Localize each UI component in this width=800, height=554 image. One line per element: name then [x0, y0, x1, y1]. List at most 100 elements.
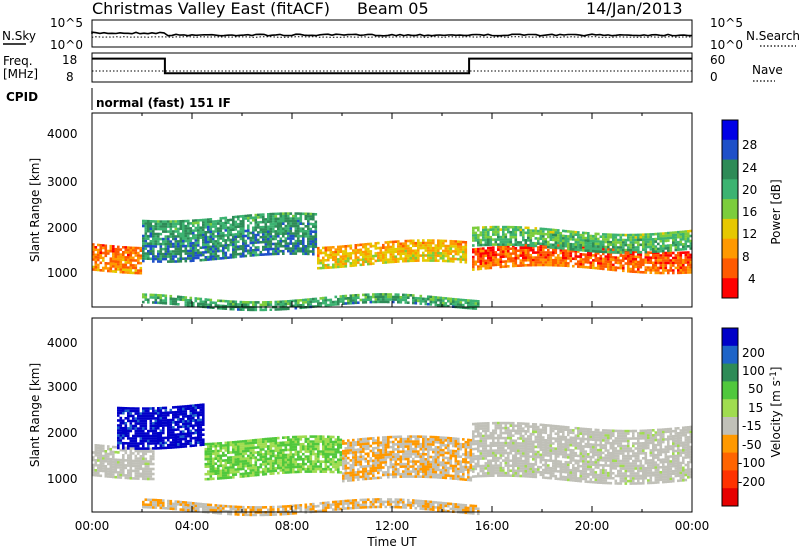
heatmap-cell: [274, 245, 278, 248]
heatmap-cell: [667, 236, 670, 240]
heatmap-cell: [547, 263, 550, 267]
heatmap-cell: [332, 256, 335, 259]
heatmap-cell: [312, 435, 315, 438]
heatmap-cell: [99, 457, 103, 460]
heatmap-cell: [157, 414, 160, 418]
heatmap-cell: [167, 252, 170, 256]
heatmap-cell: [382, 298, 385, 301]
heatmap-cell: [299, 234, 303, 238]
heatmap-cell: [604, 248, 608, 251]
heatmap-cell: [432, 246, 435, 250]
heatmap-cell: [254, 446, 258, 449]
heatmap-cell: [267, 452, 270, 456]
heatmap-cell: [127, 459, 130, 462]
heatmap-cell: [387, 245, 390, 249]
heatmap-cell: [269, 464, 273, 468]
heatmap-cell: [357, 261, 360, 264]
heatmap-cell: [144, 247, 148, 250]
heatmap-cell: [307, 457, 310, 461]
heatmap-cell: [267, 225, 270, 229]
heatmap-cell: [184, 301, 188, 304]
heatmap-cell: [589, 249, 593, 253]
heatmap-cell: [564, 254, 568, 257]
heatmap-cell: [572, 233, 575, 236]
heatmap-cell: [124, 466, 128, 470]
heatmap-cell: [227, 302, 230, 306]
heatmap-cell: [249, 308, 253, 312]
heatmap-cell: [654, 271, 658, 275]
heatmap-cell: [177, 443, 180, 446]
heatmap-cell: [342, 297, 345, 300]
heatmap-cell: [122, 459, 125, 462]
heatmap-cell: [99, 459, 103, 463]
heatmap-cell: [437, 251, 440, 255]
heatmap-cell: [604, 260, 608, 263]
heatmap-cell: [654, 250, 658, 253]
heatmap-cell: [572, 238, 575, 241]
heatmap-cell: [202, 428, 205, 431]
heatmap-cell: [622, 243, 625, 247]
heatmap-cell: [119, 424, 123, 427]
heatmap-cell: [117, 476, 120, 479]
heatmap-cell: [319, 452, 323, 456]
heatmap-cell: [372, 439, 375, 443]
heatmap-cell: [154, 419, 158, 423]
heatmap-cell: [544, 263, 548, 267]
heatmap-cell: [227, 466, 230, 469]
heatmap-cell: [364, 460, 368, 463]
heatmap-cell: [189, 227, 193, 230]
heatmap-cell: [142, 442, 145, 445]
heatmap-cell: [169, 240, 173, 243]
heatmap-cell: [124, 464, 128, 467]
heatmap-cell: [634, 260, 638, 264]
heatmap-cell: [272, 469, 275, 473]
heatmap-cell: [352, 264, 355, 267]
heatmap-cell: [272, 439, 275, 443]
heatmap-cell: [302, 435, 305, 438]
heatmap-cell: [532, 241, 535, 245]
heatmap-cell: [607, 233, 610, 236]
heatmap-cell: [419, 297, 423, 300]
heatmap-cell: [182, 249, 185, 253]
heatmap-cell: [262, 463, 265, 466]
heatmap-cell: [217, 304, 220, 307]
heatmap-cell: [652, 240, 655, 244]
heatmap-cell: [314, 223, 318, 226]
heatmap-cell: [204, 450, 208, 453]
heatmap-cell: [294, 234, 298, 238]
heatmap-cell: [499, 250, 503, 254]
heatmap-cell: [649, 243, 653, 246]
heatmap-cell: [332, 453, 335, 456]
heatmap-cell: [674, 241, 678, 244]
heatmap-cell: [122, 258, 125, 262]
heatmap-cell: [94, 454, 98, 457]
heatmap-cell: [174, 435, 178, 439]
heatmap-cell: [329, 246, 333, 249]
heatmap-cell: [207, 250, 210, 254]
heatmap-cell: [287, 458, 290, 462]
heatmap-cell: [339, 295, 343, 298]
heatmap-cell: [274, 222, 278, 226]
heatmap-cell: [557, 241, 560, 245]
heatmap-cell: [124, 442, 128, 445]
heatmap-cell: [154, 237, 158, 241]
heatmap-cell: [354, 301, 358, 305]
heatmap-cell: [512, 259, 515, 263]
heatmap-cell: [252, 236, 255, 240]
heatmap-cell: [132, 464, 135, 468]
heatmap-cell: [649, 245, 653, 249]
heatmap-cell: [294, 214, 298, 218]
heatmap-cell: [554, 233, 558, 237]
heatmap-cell: [287, 242, 290, 245]
heatmap-cell: [339, 260, 343, 263]
heatmap-cell: [514, 241, 518, 244]
heatmap-cell: [589, 263, 593, 267]
heatmap-cell: [197, 441, 200, 444]
heatmap-cell: [147, 472, 150, 476]
heatmap-cell: [274, 215, 278, 218]
heatmap-cell: [662, 261, 665, 265]
heatmap-cell: [247, 301, 250, 304]
heatmap-cell: [407, 293, 410, 297]
heatmap-cell: [137, 464, 140, 468]
heatmap-cell: [444, 247, 448, 250]
